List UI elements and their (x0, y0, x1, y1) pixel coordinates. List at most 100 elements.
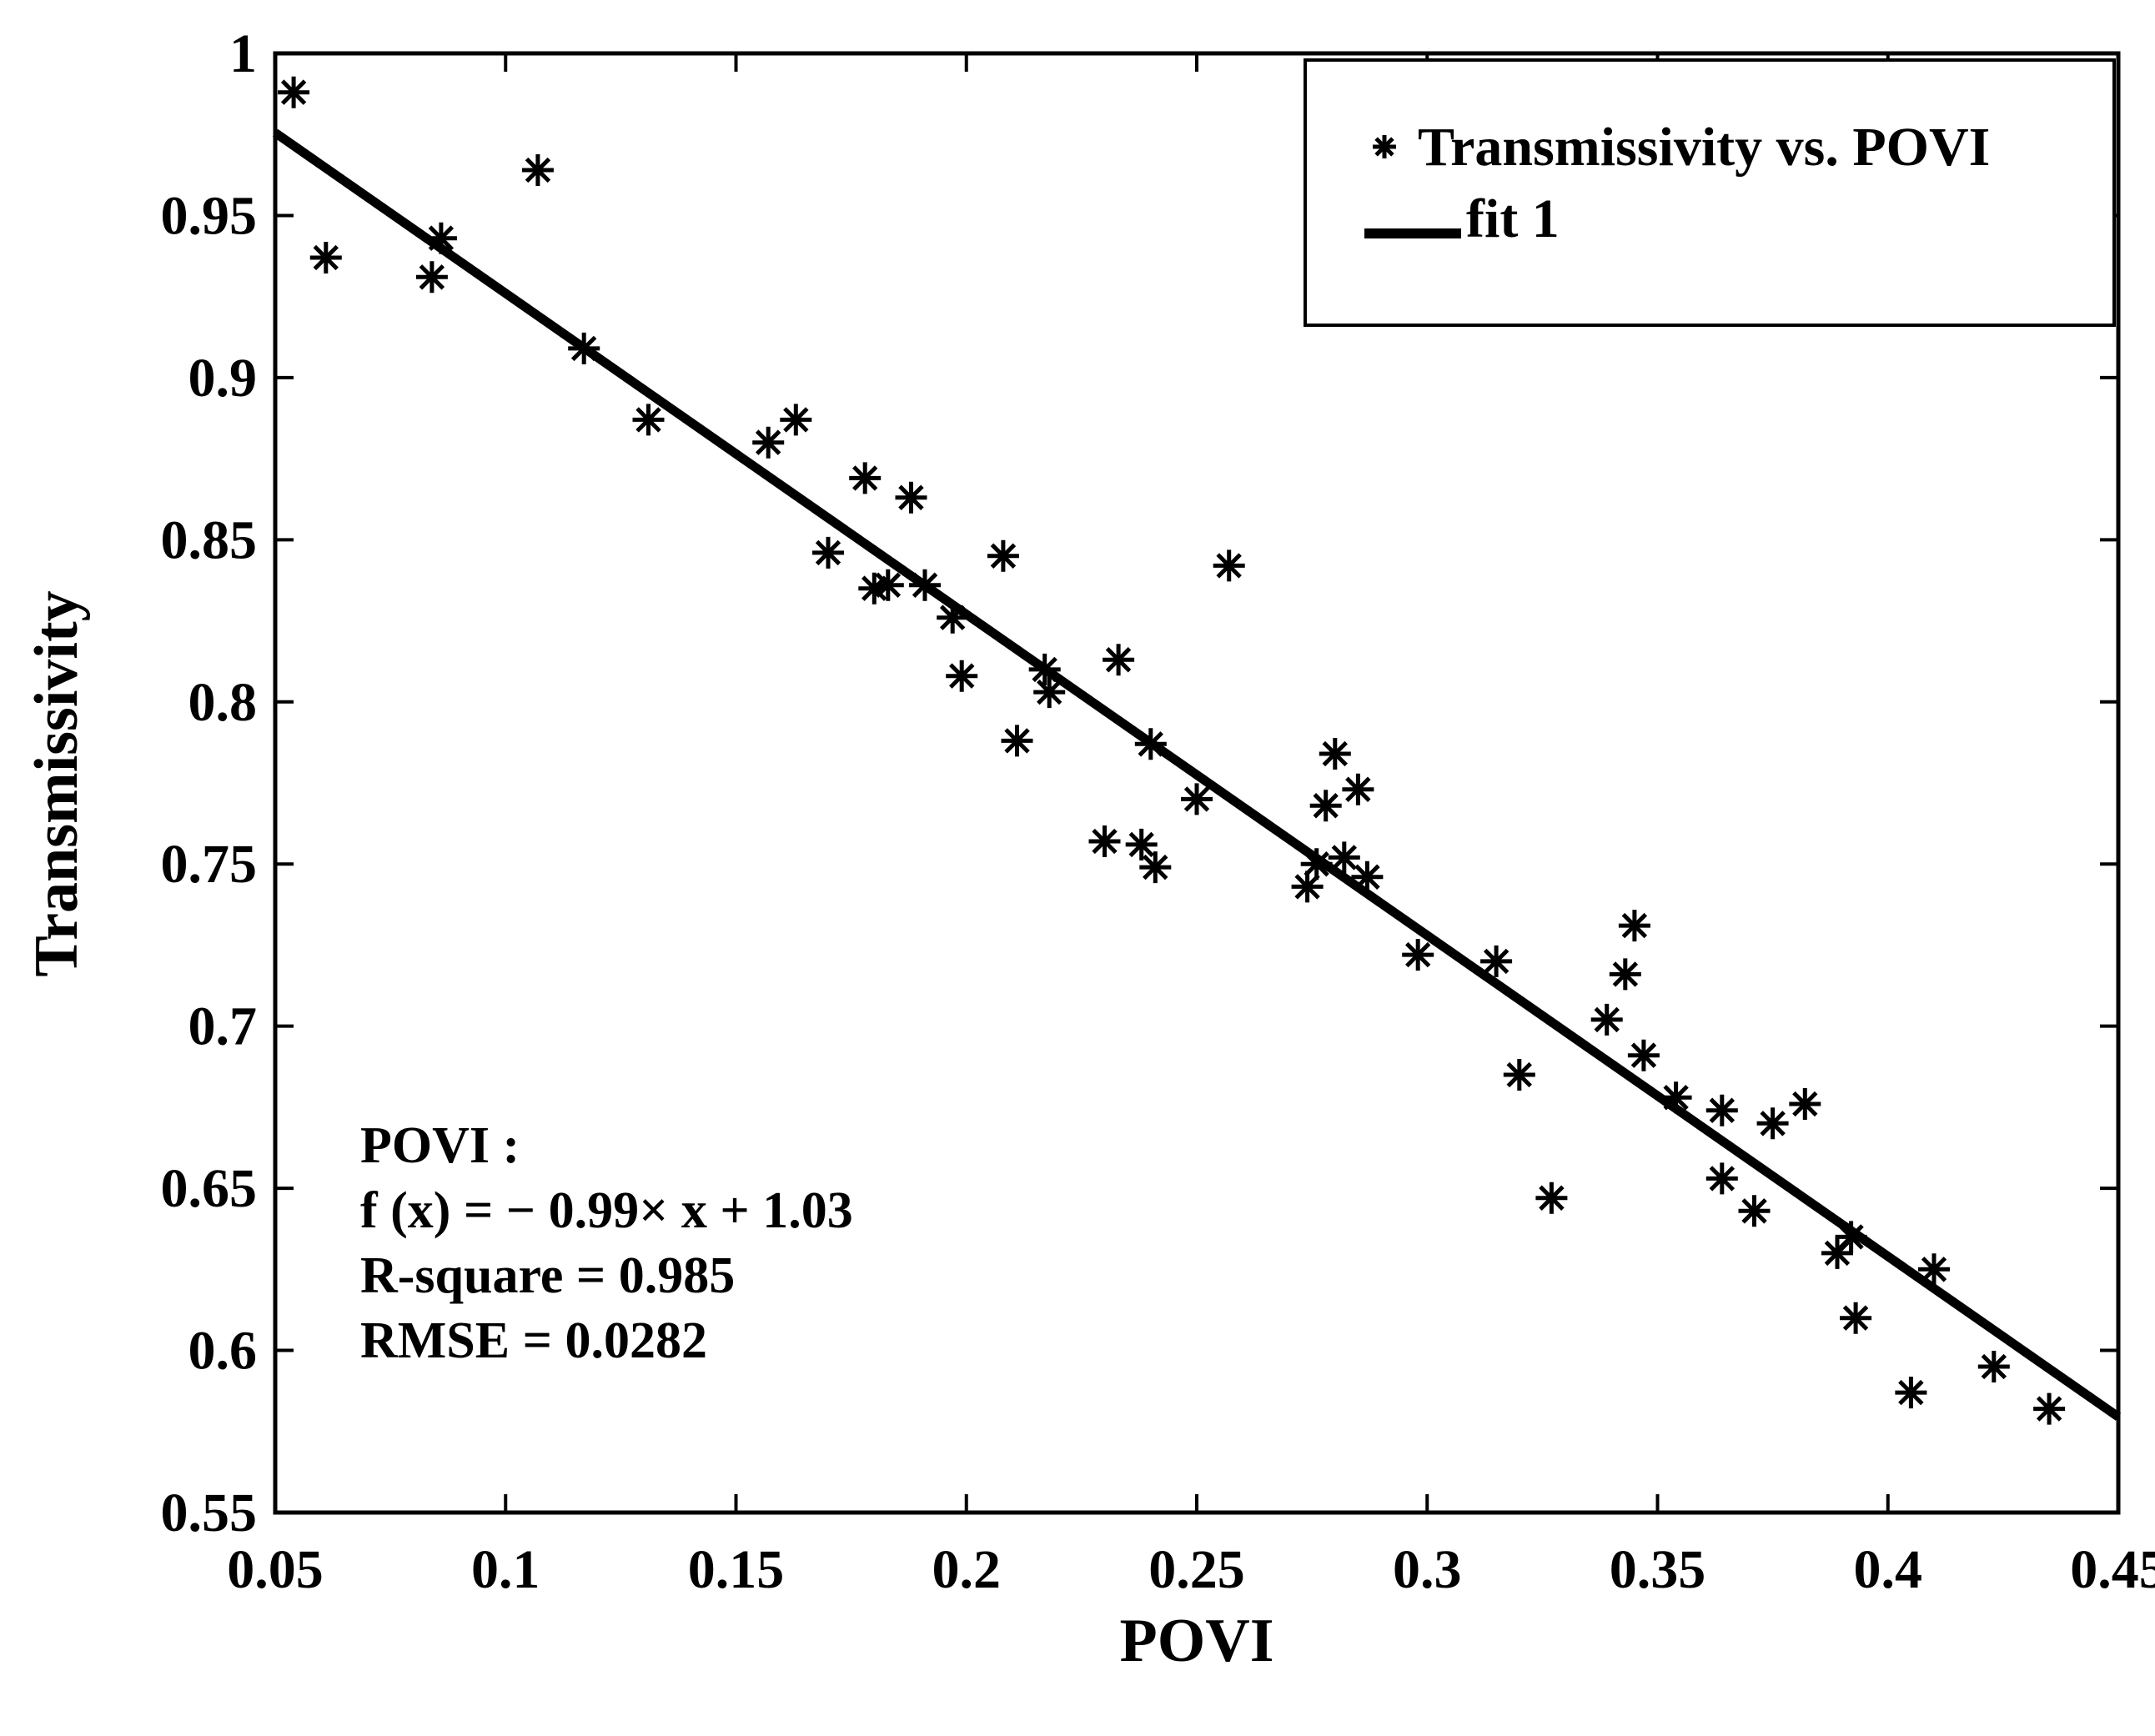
star-marker-strokes (752, 426, 785, 459)
data-point (1609, 958, 1641, 991)
x-tick-label: 0.2 (932, 1539, 1002, 1600)
star-marker-strokes (1977, 1351, 2010, 1382)
data-point (849, 462, 882, 494)
data-point (1756, 1107, 1789, 1140)
data-point (424, 222, 457, 254)
y-tick-label: 0.9 (188, 348, 258, 409)
legend-box (1304, 58, 2116, 327)
x-axis-title: POVI (1120, 1607, 1274, 1675)
star-marker-strokes (1033, 676, 1066, 709)
y-tick-label: 0.6 (188, 1321, 258, 1382)
data-point (1840, 1302, 1872, 1334)
legend-star-marker (1373, 135, 1396, 158)
star-marker-strokes (1835, 1221, 1867, 1253)
data-point (1535, 1182, 1568, 1214)
star-marker-strokes (1373, 135, 1396, 158)
star-marker-strokes (858, 572, 891, 605)
data-point (568, 332, 600, 364)
star-marker-strokes (1402, 939, 1434, 971)
star-marker-strokes (1001, 725, 1033, 757)
data-point (1480, 945, 1513, 977)
data-point (937, 601, 969, 634)
data-point (895, 481, 927, 514)
annotation-line-2: f (x) = − 0.99× x + 1.03 (360, 1182, 853, 1239)
data-point (752, 426, 785, 459)
star-marker-strokes (1088, 825, 1121, 857)
legend-label-scatter: Transmissivity vs. POVI (1418, 117, 1990, 178)
data-point (780, 404, 812, 436)
star-marker-strokes (1821, 1237, 1853, 1269)
x-tick-label: 0.05 (227, 1539, 324, 1600)
data-point (1835, 1221, 1867, 1253)
data-point (1977, 1351, 2010, 1382)
data-point (1705, 1094, 1738, 1126)
star-marker-strokes (521, 154, 554, 186)
star-marker-strokes (1609, 958, 1641, 991)
data-point (909, 569, 941, 601)
data-point (632, 404, 665, 436)
data-point (1028, 653, 1061, 685)
data-point (1789, 1088, 1821, 1120)
data-point (1738, 1195, 1771, 1227)
star-marker-strokes (424, 222, 457, 254)
data-point (1181, 783, 1213, 815)
star-marker-strokes (1351, 860, 1384, 893)
data-point (946, 660, 978, 692)
star-marker-strokes (1103, 644, 1135, 676)
star-marker-strokes (1134, 728, 1167, 760)
annotation-line-1: POVI : (360, 1117, 520, 1174)
data-point (1001, 725, 1033, 757)
star-marker-strokes (1738, 1195, 1771, 1227)
star-marker-strokes (872, 569, 904, 601)
star-marker-strokes (946, 660, 978, 692)
star-marker-strokes (415, 261, 448, 294)
star-marker-strokes (1139, 851, 1172, 884)
x-tick-label: 0.35 (1610, 1539, 1706, 1600)
y-tick-label: 0.55 (161, 1483, 258, 1543)
x-tick-label: 0.3 (1393, 1539, 1462, 1600)
data-point (1088, 825, 1121, 857)
y-tick-label: 0.95 (161, 185, 258, 246)
data-point (1705, 1162, 1738, 1195)
data-point (1342, 773, 1374, 805)
legend-label-fit: fit 1 (1466, 188, 1560, 249)
annotation-line-3: R-square = 0.985 (360, 1247, 735, 1304)
star-marker-strokes (909, 569, 941, 601)
data-point (1319, 738, 1351, 770)
star-marker-strokes (1918, 1253, 1950, 1286)
data-point (1821, 1237, 1853, 1269)
data-point (1918, 1253, 1950, 1286)
star-marker-strokes (1627, 1039, 1660, 1071)
star-marker-strokes (812, 536, 844, 569)
x-tick-label: 0.4 (1854, 1539, 1923, 1600)
fit-annotation: POVI : f (x) = − 0.99× x + 1.03 R-square… (360, 1117, 853, 1369)
star-marker-strokes (1125, 828, 1158, 860)
y-tick-label: 0.7 (188, 996, 258, 1057)
data-point (858, 572, 891, 605)
data-point (1309, 790, 1342, 822)
data-point (1328, 841, 1360, 874)
data-point (521, 154, 554, 186)
star-marker-strokes (1618, 910, 1650, 942)
star-marker-strokes (1660, 1081, 1692, 1114)
data-point (872, 569, 904, 601)
y-axis-title: Transmissivity (23, 590, 91, 976)
star-marker-strokes (849, 462, 882, 494)
y-tick-label: 0.75 (161, 834, 258, 895)
data-point (1139, 851, 1172, 884)
data-point (309, 242, 342, 273)
data-point (1590, 1003, 1623, 1036)
data-point (1351, 860, 1384, 893)
star-marker-strokes (568, 332, 600, 364)
x-tick-label: 0.15 (688, 1539, 785, 1600)
star-marker-strokes (895, 481, 927, 514)
data-point (1503, 1059, 1535, 1091)
star-marker-strokes (632, 404, 665, 436)
x-tick-label: 0.25 (1148, 1539, 1245, 1600)
star-marker-strokes (1503, 1059, 1535, 1091)
legend: Transmissivity vs. POVI fit 1 (1304, 58, 2116, 327)
data-point (278, 76, 310, 108)
data-point (1134, 728, 1167, 760)
star-marker-strokes (1181, 783, 1213, 815)
